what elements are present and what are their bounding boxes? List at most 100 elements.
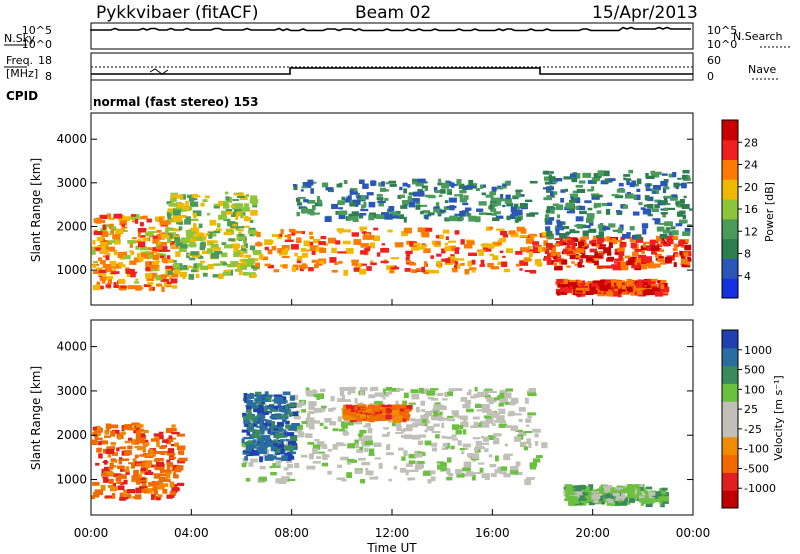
data-cell xyxy=(213,250,223,255)
data-cell xyxy=(307,179,314,186)
data-cell xyxy=(261,256,269,261)
data-cell xyxy=(420,415,429,419)
data-cell xyxy=(545,209,551,214)
data-cell xyxy=(264,391,269,396)
data-cell xyxy=(435,434,440,439)
colorbar-swatch xyxy=(722,139,738,161)
data-cell xyxy=(451,410,459,415)
data-cell xyxy=(550,208,555,214)
data-cell xyxy=(487,435,496,440)
data-cell xyxy=(650,171,655,175)
data-cell xyxy=(391,406,398,410)
data-cell xyxy=(289,228,296,233)
data-cell xyxy=(130,214,140,220)
data-cell xyxy=(155,486,165,490)
data-cell xyxy=(556,219,561,224)
data-cell xyxy=(331,203,338,209)
data-cell xyxy=(258,450,267,454)
data-cell xyxy=(534,434,539,438)
data-cell xyxy=(459,217,464,221)
data-cell xyxy=(491,213,497,216)
data-cell xyxy=(244,243,248,248)
data-cell xyxy=(671,230,679,236)
data-cell xyxy=(547,196,552,199)
data-cell xyxy=(654,291,664,297)
data-cell xyxy=(483,436,490,442)
data-cell xyxy=(243,461,248,464)
data-cell xyxy=(132,475,137,479)
data-cell xyxy=(534,258,542,265)
data-cell xyxy=(504,198,512,204)
data-cell xyxy=(313,394,317,397)
data-cell xyxy=(384,197,389,201)
data-cell xyxy=(268,419,272,426)
colorbar-swatch xyxy=(722,278,738,299)
data-cell xyxy=(193,214,197,219)
data-cell xyxy=(403,227,412,234)
data-cell xyxy=(247,393,252,400)
data-cell xyxy=(587,180,597,184)
data-cell xyxy=(636,488,641,495)
data-cell xyxy=(199,260,205,264)
data-cell xyxy=(331,269,338,273)
data-cell xyxy=(275,478,283,484)
data-cell xyxy=(478,462,485,465)
data-cell xyxy=(658,222,666,225)
data-cell xyxy=(166,281,172,285)
data-cell xyxy=(156,229,162,233)
data-cell xyxy=(118,278,126,285)
data-cell xyxy=(599,244,606,247)
data-cell xyxy=(663,179,669,183)
data-cell xyxy=(494,419,503,423)
colorbar-tick-label: -25 xyxy=(744,423,762,436)
data-cell xyxy=(565,231,571,234)
data-cell xyxy=(658,256,664,259)
data-cell xyxy=(486,212,493,216)
data-cell xyxy=(587,189,594,192)
data-cell xyxy=(165,249,171,252)
data-cell xyxy=(618,227,623,232)
data-cell xyxy=(459,194,463,199)
data-cell xyxy=(366,192,374,196)
colorbar-swatch xyxy=(722,179,738,200)
data-cell xyxy=(201,250,211,254)
data-cell xyxy=(132,237,137,240)
data-cell xyxy=(597,265,606,269)
data-cell xyxy=(282,414,288,418)
data-cell xyxy=(601,202,608,207)
data-cell xyxy=(297,196,306,199)
data-cell xyxy=(411,269,417,273)
data-cell xyxy=(400,205,408,209)
data-cell xyxy=(601,501,606,505)
data-cell xyxy=(475,216,481,223)
data-cell xyxy=(459,448,465,451)
data-cell xyxy=(232,199,239,201)
data-cell xyxy=(265,396,272,402)
data-cell xyxy=(506,215,511,221)
data-cell xyxy=(310,420,316,424)
data-cell xyxy=(427,195,436,199)
data-cell xyxy=(280,439,285,442)
data-cell xyxy=(297,431,305,438)
data-cell xyxy=(395,210,401,214)
data-cell xyxy=(445,258,451,264)
data-cell xyxy=(393,465,398,470)
data-cell xyxy=(523,446,529,451)
data-cell xyxy=(313,238,321,244)
data-cell xyxy=(199,232,203,235)
data-cell xyxy=(604,288,612,291)
data-cell xyxy=(388,478,392,482)
data-cell xyxy=(407,425,413,431)
data-cell xyxy=(166,495,175,498)
data-cell xyxy=(120,285,127,289)
data-cell xyxy=(288,403,296,407)
data-cell xyxy=(314,263,319,269)
data-cell xyxy=(230,226,238,230)
data-cell xyxy=(569,199,577,203)
data-cell xyxy=(146,277,155,281)
data-cell xyxy=(544,217,549,223)
data-cell xyxy=(624,255,631,259)
data-cell xyxy=(417,178,426,183)
data-cell xyxy=(257,395,263,398)
